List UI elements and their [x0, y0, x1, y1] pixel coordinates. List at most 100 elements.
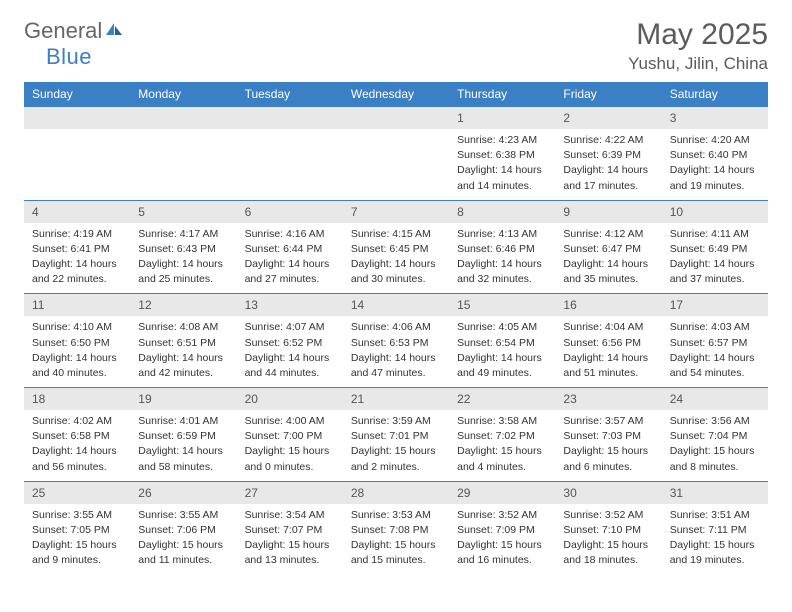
day-cell: Sunrise: 3:59 AMSunset: 7:01 PMDaylight:… — [343, 410, 449, 481]
day-number: 7 — [343, 200, 449, 223]
sunset-text: Sunset: 7:08 PM — [351, 523, 441, 537]
weekday-label: Thursday — [449, 82, 555, 107]
day-cell: Sunrise: 3:56 AMSunset: 7:04 PMDaylight:… — [662, 410, 768, 481]
sunrise-text: Sunrise: 4:19 AM — [32, 227, 122, 241]
sunset-text: Sunset: 6:38 PM — [457, 148, 547, 162]
day-cell: Sunrise: 4:08 AMSunset: 6:51 PMDaylight:… — [130, 316, 236, 387]
day-number-row: 123 — [24, 107, 768, 130]
sunrise-text: Sunrise: 4:17 AM — [138, 227, 228, 241]
sunset-text: Sunset: 6:59 PM — [138, 429, 228, 443]
sunrise-text: Sunrise: 4:05 AM — [457, 320, 547, 334]
day-number: 19 — [130, 388, 236, 411]
sunrise-text: Sunrise: 4:11 AM — [670, 227, 760, 241]
day-number-row: 45678910 — [24, 200, 768, 223]
daylight-line2: and 14 minutes. — [457, 179, 547, 193]
sunset-text: Sunset: 6:44 PM — [245, 242, 335, 256]
sunrise-text: Sunrise: 3:52 AM — [457, 508, 547, 522]
daylight-line1: Daylight: 14 hours — [670, 257, 760, 271]
day-cell: Sunrise: 4:10 AMSunset: 6:50 PMDaylight:… — [24, 316, 130, 387]
daylight-line2: and 0 minutes. — [245, 460, 335, 474]
day-cell: Sunrise: 3:53 AMSunset: 7:08 PMDaylight:… — [343, 504, 449, 575]
day-number: 4 — [24, 200, 130, 223]
day-cell — [237, 129, 343, 200]
daylight-line2: and 30 minutes. — [351, 272, 441, 286]
day-number: 3 — [662, 107, 768, 130]
daylight-line1: Daylight: 14 hours — [32, 351, 122, 365]
calendar-page: General Blue May 2025 Yushu, Jilin, Chin… — [0, 0, 792, 592]
day-cell: Sunrise: 3:55 AMSunset: 7:06 PMDaylight:… — [130, 504, 236, 575]
day-cell: Sunrise: 3:55 AMSunset: 7:05 PMDaylight:… — [24, 504, 130, 575]
day-cell: Sunrise: 4:22 AMSunset: 6:39 PMDaylight:… — [555, 129, 661, 200]
day-number: 11 — [24, 294, 130, 317]
sunrise-text: Sunrise: 3:54 AM — [245, 508, 335, 522]
weekday-label: Monday — [130, 82, 236, 107]
daylight-line2: and 51 minutes. — [563, 366, 653, 380]
sunrise-text: Sunrise: 4:16 AM — [245, 227, 335, 241]
daylight-line1: Daylight: 15 hours — [670, 444, 760, 458]
sunrise-text: Sunrise: 3:52 AM — [563, 508, 653, 522]
daylight-line1: Daylight: 14 hours — [457, 257, 547, 271]
day-cell: Sunrise: 4:20 AMSunset: 6:40 PMDaylight:… — [662, 129, 768, 200]
day-number: 15 — [449, 294, 555, 317]
sunset-text: Sunset: 6:52 PM — [245, 336, 335, 350]
sunset-text: Sunset: 7:07 PM — [245, 523, 335, 537]
day-cell: Sunrise: 4:03 AMSunset: 6:57 PMDaylight:… — [662, 316, 768, 387]
daylight-line2: and 17 minutes. — [563, 179, 653, 193]
day-number: 6 — [237, 200, 343, 223]
sunset-text: Sunset: 7:05 PM — [32, 523, 122, 537]
sunrise-text: Sunrise: 4:02 AM — [32, 414, 122, 428]
daylight-line2: and 9 minutes. — [32, 553, 122, 567]
day-number: 14 — [343, 294, 449, 317]
sunrise-text: Sunrise: 4:07 AM — [245, 320, 335, 334]
day-content-row: Sunrise: 3:55 AMSunset: 7:05 PMDaylight:… — [24, 504, 768, 575]
weekday-label: Sunday — [24, 82, 130, 107]
sunrise-text: Sunrise: 3:55 AM — [32, 508, 122, 522]
logo-part1: General — [24, 18, 102, 44]
sunrise-text: Sunrise: 3:58 AM — [457, 414, 547, 428]
daylight-line2: and 56 minutes. — [32, 460, 122, 474]
daylight-line1: Daylight: 14 hours — [670, 163, 760, 177]
day-content-row: Sunrise: 4:19 AMSunset: 6:41 PMDaylight:… — [24, 223, 768, 294]
sunset-text: Sunset: 6:46 PM — [457, 242, 547, 256]
sunrise-text: Sunrise: 3:55 AM — [138, 508, 228, 522]
day-content-row: Sunrise: 4:10 AMSunset: 6:50 PMDaylight:… — [24, 316, 768, 387]
sunset-text: Sunset: 6:43 PM — [138, 242, 228, 256]
weekday-label: Saturday — [662, 82, 768, 107]
daylight-line2: and 18 minutes. — [563, 553, 653, 567]
day-cell: Sunrise: 4:04 AMSunset: 6:56 PMDaylight:… — [555, 316, 661, 387]
day-number: 22 — [449, 388, 555, 411]
day-cell — [130, 129, 236, 200]
day-number-row: 11121314151617 — [24, 294, 768, 317]
day-number: 12 — [130, 294, 236, 317]
daylight-line2: and 19 minutes. — [670, 553, 760, 567]
sunset-text: Sunset: 7:10 PM — [563, 523, 653, 537]
weekday-header: SundayMondayTuesdayWednesdayThursdayFrid… — [24, 82, 768, 107]
sunrise-text: Sunrise: 3:56 AM — [670, 414, 760, 428]
daylight-line1: Daylight: 15 hours — [457, 444, 547, 458]
day-cell: Sunrise: 4:19 AMSunset: 6:41 PMDaylight:… — [24, 223, 130, 294]
day-number-row: 25262728293031 — [24, 481, 768, 504]
sunrise-text: Sunrise: 4:01 AM — [138, 414, 228, 428]
sunset-text: Sunset: 6:45 PM — [351, 242, 441, 256]
sunrise-text: Sunrise: 4:08 AM — [138, 320, 228, 334]
sunset-text: Sunset: 6:39 PM — [563, 148, 653, 162]
sunrise-text: Sunrise: 3:51 AM — [670, 508, 760, 522]
day-number — [237, 107, 343, 130]
daylight-line2: and 2 minutes. — [351, 460, 441, 474]
day-number: 1 — [449, 107, 555, 130]
day-number: 2 — [555, 107, 661, 130]
title-block: May 2025 Yushu, Jilin, China — [628, 18, 768, 74]
logo: General Blue — [24, 18, 124, 70]
sunrise-text: Sunrise: 4:00 AM — [245, 414, 335, 428]
sunset-text: Sunset: 6:56 PM — [563, 336, 653, 350]
daylight-line2: and 27 minutes. — [245, 272, 335, 286]
daylight-line2: and 25 minutes. — [138, 272, 228, 286]
sunrise-text: Sunrise: 4:23 AM — [457, 133, 547, 147]
day-cell: Sunrise: 4:17 AMSunset: 6:43 PMDaylight:… — [130, 223, 236, 294]
day-cell: Sunrise: 3:51 AMSunset: 7:11 PMDaylight:… — [662, 504, 768, 575]
daylight-line1: Daylight: 14 hours — [245, 351, 335, 365]
day-cell: Sunrise: 3:57 AMSunset: 7:03 PMDaylight:… — [555, 410, 661, 481]
day-number: 13 — [237, 294, 343, 317]
day-number: 5 — [130, 200, 236, 223]
daylight-line2: and 32 minutes. — [457, 272, 547, 286]
